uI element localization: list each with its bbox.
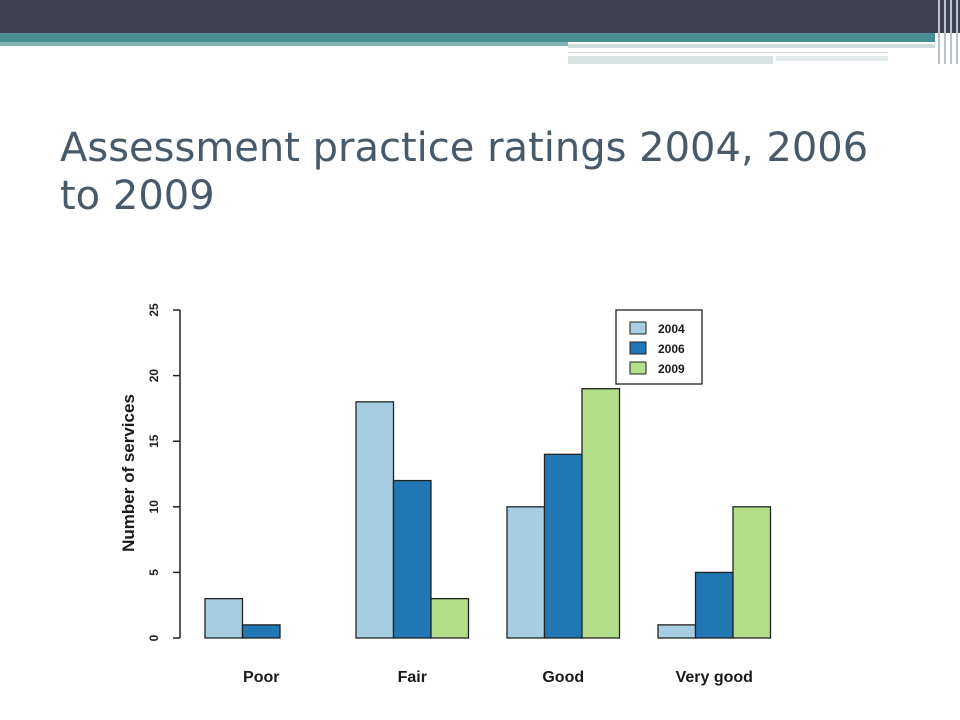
legend-swatch-2009 xyxy=(629,361,647,375)
bar-2009-fair xyxy=(430,597,470,639)
decorative-line xyxy=(568,50,888,53)
bar-2004-very-good xyxy=(657,624,697,639)
header-accent-stripe xyxy=(0,42,568,46)
bar-2009-very-good xyxy=(732,506,772,639)
bar-2004-good xyxy=(506,506,546,639)
y-tick-label: 20 xyxy=(147,369,161,383)
bar-2006-poor xyxy=(241,624,281,639)
header-accent-band xyxy=(0,33,935,42)
y-tick-label: 5 xyxy=(147,569,161,576)
bar-2006-very-good xyxy=(694,571,734,639)
y-tick-label: 10 xyxy=(147,500,161,514)
legend: 2004 2006 2009 xyxy=(615,309,703,385)
x-tick-label: Poor xyxy=(243,669,279,686)
bar-2009-good xyxy=(581,388,621,639)
bar-2006-good xyxy=(543,453,583,639)
bar-series xyxy=(204,388,772,639)
x-axis-labels: Poor Fair Good Very good xyxy=(243,669,753,686)
slide-title: Assessment practice ratings 2004, 2006 t… xyxy=(60,125,869,219)
corner-decoration xyxy=(934,0,960,64)
y-tick-label: 25 xyxy=(147,303,161,317)
x-tick-label: Good xyxy=(542,669,584,686)
y-axis-label: Number of services xyxy=(119,394,138,552)
x-tick-label: Very good xyxy=(676,669,753,686)
x-tick-label: Fair xyxy=(398,669,427,686)
legend-swatch-2006 xyxy=(629,341,647,355)
bar-2006-fair xyxy=(392,479,432,639)
y-tick-label: 0 xyxy=(147,634,161,641)
legend-label-2004: 2004 xyxy=(658,322,685,336)
y-tick-label: 15 xyxy=(147,434,161,448)
y-axis: 0 5 10 15 20 25 xyxy=(147,303,181,641)
decorative-line xyxy=(568,44,935,48)
legend-label-2009: 2009 xyxy=(658,362,685,376)
header-bar xyxy=(0,0,960,33)
decorative-line xyxy=(776,56,888,61)
decorative-line xyxy=(568,56,773,64)
legend-label-2006: 2006 xyxy=(658,342,685,356)
legend-swatch-2004 xyxy=(629,321,647,335)
bar-2004-fair xyxy=(355,401,395,639)
bar-chart: 0 5 10 15 20 25 Number of services Poor Fair Go… xyxy=(119,303,772,686)
bar-2004-poor xyxy=(204,597,244,639)
